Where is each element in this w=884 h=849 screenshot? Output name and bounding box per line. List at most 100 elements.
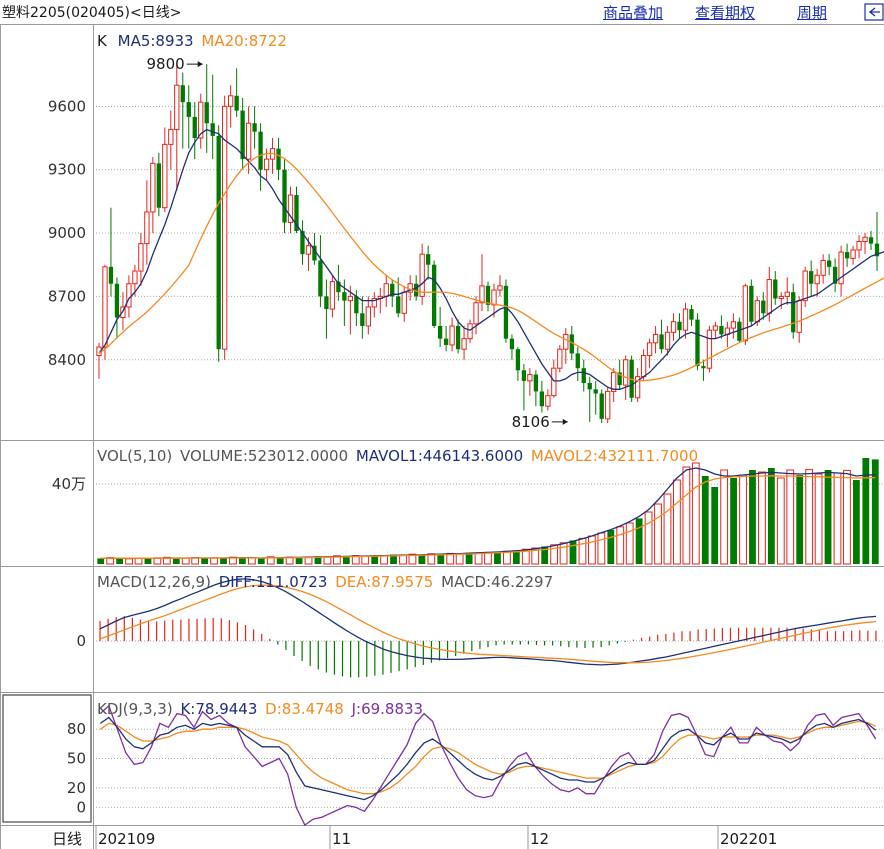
candle-body-down xyxy=(689,309,694,320)
candle-body-down xyxy=(216,135,221,350)
volume-bar-down xyxy=(239,558,246,564)
candle-body-up xyxy=(150,162,156,213)
kdj-y-tick: 20 xyxy=(67,779,86,797)
candle-body-up xyxy=(245,122,252,160)
volume-bar-down xyxy=(418,554,426,564)
kdj-y-tick: 80 xyxy=(67,720,86,738)
candle-body-down xyxy=(874,243,880,257)
candle-body-up xyxy=(479,285,485,304)
candle-body-down xyxy=(701,366,706,369)
volume-bar-up xyxy=(550,544,559,565)
view-options-link[interactable]: 查看期权 xyxy=(695,4,756,22)
candle-body-up xyxy=(287,194,294,223)
candle-body-down xyxy=(156,163,161,208)
kdj-legend: KDJ(9,3,3) K:78.9443 D:83.4748 J:69.8833 xyxy=(97,700,423,718)
candle-body-down xyxy=(431,264,437,326)
volume-bar-up xyxy=(673,479,681,565)
volume-bar-down xyxy=(824,470,832,564)
volume-bar-down xyxy=(852,480,860,564)
candle-body-up xyxy=(102,266,108,348)
candle-body-up xyxy=(730,321,737,329)
volume-bar-down xyxy=(257,558,265,564)
volume-bar-up xyxy=(181,557,190,565)
volume-bar-down xyxy=(201,558,209,564)
price-y-tick: 9600 xyxy=(48,97,86,115)
period-link[interactable]: 周期 xyxy=(797,4,828,22)
candle-body-up xyxy=(168,129,174,145)
candle-body-down xyxy=(719,325,724,335)
price-legend: K MA5:8933 MA20:8722 xyxy=(97,32,287,50)
expand-left-icon[interactable] xyxy=(862,3,884,22)
candle-body-down xyxy=(396,296,401,314)
x-axis-label: 202201 xyxy=(720,830,777,848)
candle-body-up xyxy=(622,359,629,386)
candle-body-up xyxy=(646,342,653,357)
kdj-y-tick: 0 xyxy=(76,798,86,816)
candle-body-up xyxy=(162,143,168,209)
legend-volume: VOLUME:523012.0000 xyxy=(180,447,349,465)
candle-body-up xyxy=(371,298,377,308)
volume-bar-down xyxy=(711,487,719,564)
volume-bar-down xyxy=(749,470,756,564)
candle-body-up xyxy=(862,236,868,243)
candle-body-up xyxy=(491,289,497,306)
candle-body-up xyxy=(670,321,677,333)
candle-body-down xyxy=(521,370,527,381)
volume-bar-up xyxy=(682,466,691,565)
volume-bar-up xyxy=(266,556,275,565)
volume-bar-down xyxy=(390,554,397,564)
candle-body-down xyxy=(204,102,209,124)
candle-body-up xyxy=(419,253,425,297)
volume-bar-down xyxy=(796,475,804,564)
kdj-y-tick: 50 xyxy=(67,750,86,768)
volume-bar-up xyxy=(663,493,672,565)
candle-body-down xyxy=(443,338,449,345)
volume-bar-down xyxy=(730,478,737,564)
legend-ma5: MA5:8933 xyxy=(117,32,194,50)
candle-body-down xyxy=(300,230,305,255)
candle-body-down xyxy=(503,285,509,339)
volume-bar-down xyxy=(569,540,577,564)
candle-body-down xyxy=(677,321,682,331)
dea-line xyxy=(99,584,877,664)
volume-bar-down xyxy=(97,558,105,564)
macd-legend: MACD(12,26,9) DIFF:111.0723 DEA:87.9575 … xyxy=(97,573,553,591)
volume-bar-up xyxy=(521,548,530,565)
candle-body-up xyxy=(652,333,659,344)
candle-body-up xyxy=(820,260,826,276)
candle-body-down xyxy=(437,325,443,339)
legend-dea: DEA:87.9575 xyxy=(335,573,434,591)
candle-body-up xyxy=(551,367,557,397)
candle-body-up xyxy=(401,291,407,314)
candle-body-down xyxy=(832,266,838,284)
candle-body-down xyxy=(360,313,365,326)
candle-body-up xyxy=(778,295,784,300)
candle-body-down xyxy=(844,252,850,259)
candle-body-up xyxy=(611,371,617,392)
mavol2-line xyxy=(100,475,876,559)
legend-ma20: MA20:8722 xyxy=(201,32,287,50)
candle-body-up xyxy=(365,306,371,327)
top-bar: 塑料2205(020405)<日线> 商品叠加 查看期权 周期 xyxy=(0,0,884,24)
legend-d-value: D:83.4748 xyxy=(265,700,344,718)
volume-bar-down xyxy=(276,557,284,564)
candle-body-up xyxy=(467,323,473,340)
candle-body-up xyxy=(856,241,862,251)
volume-bar-up xyxy=(720,469,729,565)
candle-body-down xyxy=(455,325,461,350)
volume-bar-up xyxy=(399,554,407,565)
volume-bar-down xyxy=(116,558,124,564)
volume-bar-down xyxy=(541,546,549,564)
candle-body-up xyxy=(126,283,132,308)
volume-bar-down xyxy=(494,552,501,564)
volume-bar-up xyxy=(758,471,766,565)
price-y-tick: 8400 xyxy=(48,351,86,369)
candle-body-up xyxy=(850,249,856,259)
legend-kdj-title: KDJ(9,3,3) xyxy=(97,700,173,718)
legend-macd: MACD:46.2297 xyxy=(441,573,554,591)
commodity-overlay-link[interactable]: 商品叠加 xyxy=(603,4,664,22)
volume-bar-down xyxy=(465,552,473,564)
candle-body-down xyxy=(617,372,622,386)
candle-body-down xyxy=(294,195,299,231)
legend-diff: DIFF:111.0723 xyxy=(218,573,328,591)
